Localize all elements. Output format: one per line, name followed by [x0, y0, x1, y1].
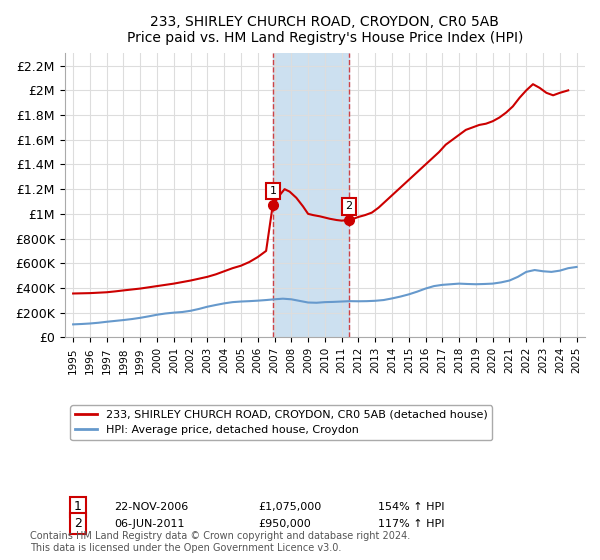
- Text: 1: 1: [269, 186, 277, 196]
- Text: 2: 2: [74, 517, 82, 530]
- Text: Contains HM Land Registry data © Crown copyright and database right 2024.
This d: Contains HM Land Registry data © Crown c…: [30, 531, 410, 553]
- Text: 154% ↑ HPI: 154% ↑ HPI: [378, 502, 445, 512]
- Text: £1,075,000: £1,075,000: [258, 502, 321, 512]
- Text: 22-NOV-2006: 22-NOV-2006: [114, 502, 188, 512]
- Text: £950,000: £950,000: [258, 519, 311, 529]
- Text: 1: 1: [74, 500, 82, 514]
- Title: 233, SHIRLEY CHURCH ROAD, CROYDON, CR0 5AB
Price paid vs. HM Land Registry's Hou: 233, SHIRLEY CHURCH ROAD, CROYDON, CR0 5…: [127, 15, 523, 45]
- Text: 2: 2: [345, 202, 352, 211]
- Text: 06-JUN-2011: 06-JUN-2011: [114, 519, 185, 529]
- Legend: 233, SHIRLEY CHURCH ROAD, CROYDON, CR0 5AB (detached house), HPI: Average price,: 233, SHIRLEY CHURCH ROAD, CROYDON, CR0 5…: [70, 405, 492, 440]
- Text: 117% ↑ HPI: 117% ↑ HPI: [378, 519, 445, 529]
- Bar: [273, 53, 349, 337]
